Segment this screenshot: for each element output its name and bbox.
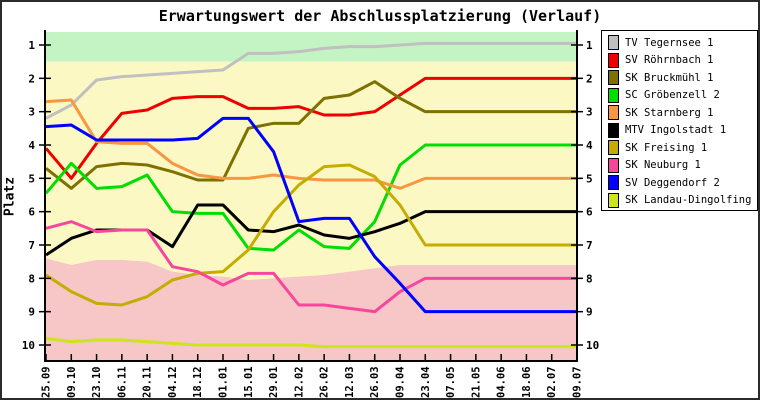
legend-item-label: MTV Ingolstadt 1 [625,124,727,137]
x-tick-label: 18.12 [192,366,204,398]
x-tick-label: 12.02 [293,366,305,398]
legend-swatch [608,35,619,51]
x-tick-label: 21.05 [470,366,482,398]
legend-item-label: TV Tegernsee 1 [625,36,714,49]
legend-item: MTV Ingolstadt 1 [608,122,757,140]
series-line-sk-freising-1 [45,163,577,307]
y-tick-label-right: 6 [586,206,593,219]
y-tick-label-left: 6 [28,206,35,219]
legend-swatch [608,70,619,86]
y-tick-label-right: 7 [586,239,593,252]
y-tick-label-right: 9 [586,306,593,319]
legend-item-label: SV Röhrnbach 1 [625,54,714,67]
x-tick-label: 23.04 [420,366,432,398]
y-tick-label-right: 2 [586,72,593,85]
x-tick-label: 09.07 [572,366,584,398]
y-tick-label-right: 4 [586,139,593,152]
series-line-sk-bruckm-hl-1 [45,80,577,190]
x-tick-label: 12.03 [344,366,356,398]
legend-item-label: SK Starnberg 1 [625,106,714,119]
x-tick-label: 02.07 [546,366,558,398]
x-tick-label: 04.12 [167,366,179,398]
x-tick-label: 09.10 [66,366,78,398]
x-tick-label: 29.01 [268,366,280,398]
legend-item: SK Starnberg 1 [608,104,757,122]
x-tick-label: 20.11 [142,366,154,398]
x-tick-label: 04.06 [496,366,508,398]
y-tick-label-right: 8 [586,272,593,285]
y-tick-label-left: 2 [28,72,35,85]
series-line-tv-tegernsee-1 [45,41,577,120]
legend-swatch [608,87,619,103]
x-tick-label: 25.09 [41,366,53,398]
band-promotion [45,32,577,62]
y-tick-label-left: 1 [28,39,35,52]
legend: TV Tegernsee 1 SV Röhrnbach 1 SK Bruckmühl… [601,30,758,211]
legend-item: SC Gröbenzell 2 [608,87,757,105]
y-tick-label-left: 5 [28,172,35,185]
legend-item-label: SK Neuburg 1 [625,159,701,172]
legend-item-label: SK Freising 1 [625,141,708,154]
series-line-sk-starnberg-1 [45,98,577,190]
y-tick-label-left: 9 [28,306,35,319]
series-line-sk-neuburg-1 [45,220,577,314]
legend-swatch [608,105,619,121]
legend-item: SV Röhrnbach 1 [608,52,757,70]
legend-swatch [608,140,619,156]
y-tick-label-left: 4 [28,139,35,152]
legend-item: SK Freising 1 [608,139,757,157]
legend-item-label: SV Deggendorf 2 [625,176,720,189]
y-tick-label-right: 10 [586,339,599,352]
band-relegation [45,258,577,362]
legend-swatch [608,157,619,173]
legend-item-label: SK Landau-Dingolfing 1 [625,194,760,207]
chart-title: Erwartungswert der Abschlussplatzierung … [158,7,602,25]
x-tick-label: 06.11 [116,366,128,398]
legend-item-label: SC Gröbenzell 2 [625,89,720,102]
y-tick-label-right: 5 [586,172,593,185]
legend-item: SK Neuburg 1 [608,157,757,175]
y-tick-label-left: 3 [28,106,35,119]
legend-item: SV Deggendorf 2 [608,174,757,192]
series-line-sc-gr-benzell-2 [44,143,577,252]
y-tick-label-left: 10 [22,339,35,352]
legend-item: SK Landau-Dingolfing 1 [608,192,760,210]
x-tick-label: 23.10 [91,366,103,398]
legend-swatch [608,192,619,208]
y-tick-label-right: 3 [586,106,593,119]
legend-item-label: SK Bruckmühl 1 [625,71,714,84]
series-line-sk-landau-dingolfing-1 [45,336,577,349]
y-tick-label-left: 8 [28,272,35,285]
x-tick-label: 15.01 [243,366,255,398]
x-tick-label: 09.04 [395,366,407,398]
x-tick-label: 07.05 [445,366,457,398]
y-tick-label-right: 1 [586,39,593,52]
legend-item: TV Tegernsee 1 [608,34,757,52]
x-tick-label: 01.01 [218,366,230,398]
legend-item: SK Bruckmühl 1 [608,69,757,87]
y-tick-label-left: 7 [28,239,35,252]
x-tick-label: 26.02 [319,366,331,398]
x-tick-label: 18.06 [521,366,533,398]
legend-swatch [608,122,619,138]
legend-swatch [608,175,619,191]
x-tick-label: 26.03 [369,366,381,398]
legend-swatch [608,52,619,68]
series-line-sv-deggendorf-2 [45,116,577,314]
